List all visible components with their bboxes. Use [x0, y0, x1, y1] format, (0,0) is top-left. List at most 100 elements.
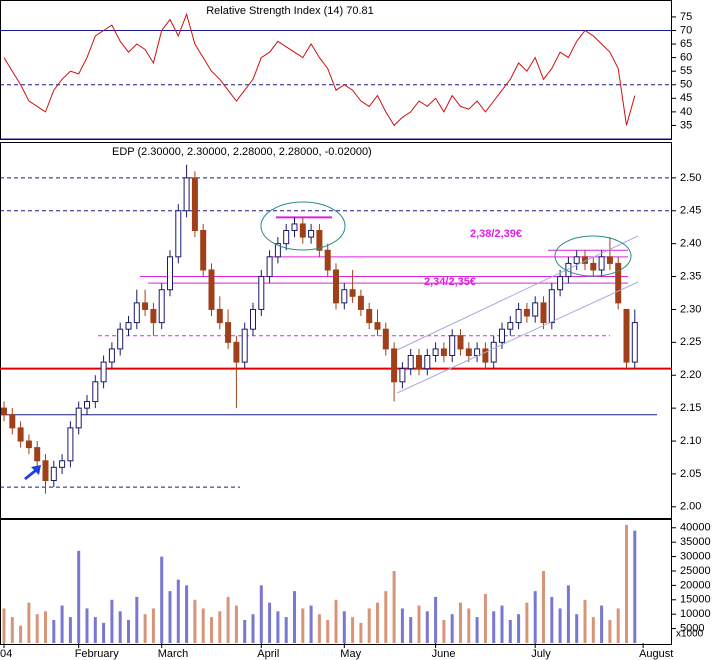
volume-bar — [27, 602, 31, 643]
volume-bar — [201, 608, 205, 643]
volume-bar — [176, 579, 180, 643]
volume-bar — [276, 611, 280, 643]
volume-bar — [143, 614, 147, 643]
candle-body — [125, 322, 132, 330]
candle-body — [598, 256, 605, 271]
candle-body — [233, 341, 240, 363]
candle-body — [440, 348, 447, 356]
candle-body — [474, 348, 481, 356]
volume-bar — [376, 602, 379, 643]
candle-body — [523, 308, 530, 317]
y-tick-label: 25000 — [680, 565, 711, 577]
y-tick-label: 50 — [680, 79, 692, 91]
y-tick-label: 30000 — [680, 550, 711, 562]
candle-body — [17, 427, 24, 442]
candle-body — [416, 355, 422, 370]
candle-body — [374, 322, 381, 330]
volume-bar — [226, 596, 230, 643]
volume-bar — [77, 550, 81, 643]
candle-body — [117, 328, 124, 350]
candle-body — [167, 256, 173, 291]
y-tick-label: 65 — [680, 38, 692, 50]
candle-body — [25, 440, 32, 449]
volume-bar — [483, 594, 487, 643]
volume-bar — [60, 605, 64, 643]
volume-bar — [243, 619, 247, 643]
x-tick-label: April — [257, 648, 279, 660]
candle-body — [9, 414, 16, 429]
candle-body — [92, 381, 99, 403]
candle-body — [623, 308, 630, 363]
volume-bar — [508, 619, 512, 643]
volume-bar — [151, 608, 155, 643]
y-tick-label: 10000 — [680, 608, 711, 620]
candle-body — [366, 308, 373, 324]
trend-channel — [396, 235, 639, 351]
rsi-title: Relative Strength Index (14) 70.81 — [206, 5, 374, 17]
volume-bar — [550, 596, 554, 643]
candle-body — [258, 276, 265, 310]
candle-body — [615, 262, 622, 304]
volume-bar — [442, 619, 446, 643]
candle-body — [133, 302, 140, 324]
volume-bar — [351, 617, 355, 643]
volume-bar — [326, 619, 330, 643]
x-tick-label: February — [75, 648, 120, 660]
volume-bar — [127, 619, 130, 643]
candle-body — [183, 177, 190, 212]
y-tick-label: 45 — [680, 92, 692, 104]
candle-body — [108, 348, 115, 363]
y-tick-label: 15000 — [680, 594, 711, 606]
candle-body — [357, 295, 364, 310]
volume-bar — [160, 556, 164, 643]
candle-body — [499, 328, 505, 343]
volume-bar — [193, 599, 197, 643]
volume-bar — [234, 605, 238, 643]
candle-body — [299, 223, 306, 238]
candle-body — [432, 348, 439, 356]
candle-body — [590, 262, 597, 271]
x-tick-label: March — [158, 648, 189, 660]
y-tick-label: 2.15 — [680, 402, 701, 414]
candle-body — [42, 460, 49, 481]
candle-body — [324, 249, 331, 271]
candle-body — [557, 276, 564, 291]
candle-body — [34, 447, 41, 462]
volume-bar — [309, 605, 313, 643]
volume-bar — [633, 530, 637, 643]
volume-bar — [467, 608, 471, 643]
candle-body — [241, 328, 248, 363]
candle-body — [274, 243, 281, 258]
price-title: EDP (2.30000, 2.30000, 2.28000, 2.28000,… — [112, 146, 372, 158]
plot-layer — [0, 12, 676, 648]
volume-bar — [359, 622, 363, 643]
volume-bar — [210, 617, 213, 643]
candle-body — [84, 401, 90, 409]
candle-body — [490, 341, 497, 363]
highlight-ellipse — [260, 201, 346, 251]
candle-body — [532, 302, 539, 317]
candle-body — [308, 230, 315, 238]
y-tick-label: 2.30 — [680, 303, 701, 315]
candle-body — [515, 308, 522, 324]
highlight-ellipse — [554, 235, 632, 277]
rsi-panel — [0, 0, 672, 140]
volume-bar — [68, 617, 72, 643]
volume-bar — [591, 617, 595, 643]
y-tick-label: 2.05 — [680, 468, 701, 480]
candle-body — [50, 466, 57, 481]
volume-bar — [533, 591, 537, 643]
y-tick-label: 75 — [680, 11, 692, 23]
volume-bar — [384, 591, 388, 643]
volume-bar — [583, 599, 587, 643]
candle-body — [100, 361, 107, 383]
candle-body — [266, 256, 273, 278]
volume-bar — [259, 585, 263, 643]
volume-bar — [93, 617, 97, 643]
candle-body — [349, 289, 356, 297]
candle-body — [67, 427, 74, 462]
volume-bar — [168, 591, 172, 643]
candle-body — [341, 289, 348, 304]
volume-bar — [10, 617, 14, 643]
y-tick-label: 40 — [680, 106, 692, 118]
